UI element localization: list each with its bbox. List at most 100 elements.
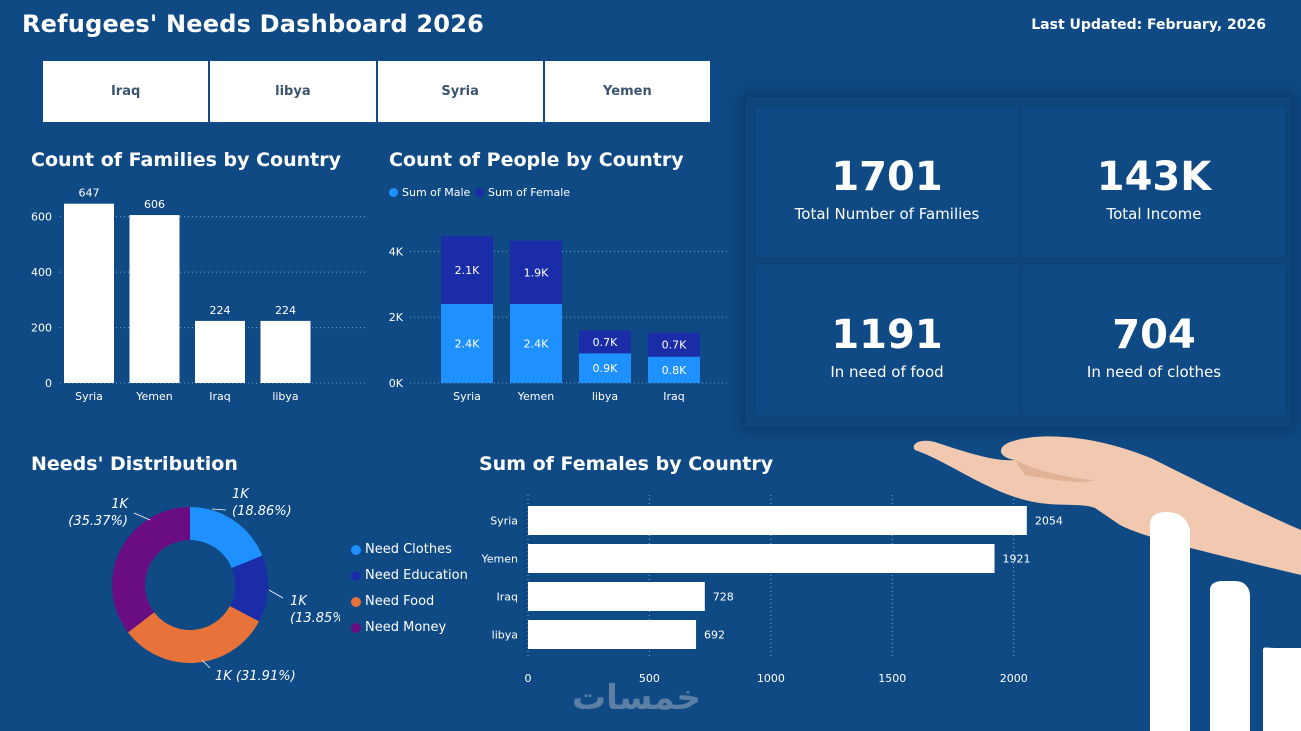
females-bar [528, 620, 697, 649]
families-chart: 0 200 400 600 647 Syria 606 Yemen 224 Iraq 224 liby… [31, 187, 365, 403]
females-bar [528, 544, 995, 573]
families-data-label: 224 [275, 304, 296, 317]
kpi-families: 1701 Total Number of Families [756, 107, 1018, 257]
females-chart: 0 500 1000 1500 2000 Syria 2054 Yemen 1921 Iraq 72… [481, 495, 1063, 685]
kpi-income-label: Total Income [1106, 205, 1202, 223]
page-title: Refugees' Needs Dashboard 2026 [22, 10, 484, 38]
legend-need-food-label: Need Food [365, 594, 435, 609]
families-data-label: 647 [79, 187, 100, 200]
people-chart: 0K 2K 4K 2.4K 2.1K Syria 2.4K 1.9K Yemen 0.9K 0.7K… [389, 236, 728, 403]
families-ytick-label: 600 [31, 211, 52, 224]
females-category-label: Iraq [497, 591, 519, 604]
people-chart-title: Count of People by Country [389, 149, 684, 171]
people-male-data-label: 0.9K [593, 362, 618, 375]
needs-label-money-pct: (35.37%) [68, 514, 128, 529]
people-xtick-label: libya [592, 390, 618, 403]
females-xtick-label: 0 [525, 672, 532, 685]
legend-need-clothes-label: Need Clothes [365, 542, 452, 557]
kpi-clothes: 704 In need of clothes [1023, 265, 1285, 415]
needs-label-education-pct: (13.85%) [290, 611, 340, 626]
deco-bar-3 [1263, 647, 1301, 731]
legend-male-dot [389, 188, 398, 197]
females-data-label: 1921 [1003, 553, 1031, 566]
females-chart-title: Sum of Females by Country [479, 453, 774, 475]
legend-need-money[interactable]: Need Money [351, 620, 446, 635]
families-data-label: 224 [210, 304, 231, 317]
last-updated-text: Last Updated: February, 2026 [1031, 17, 1266, 33]
females-xtick-label: 1500 [878, 672, 906, 685]
slicer-button-syria[interactable]: Syria [377, 61, 543, 122]
needs-slice [229, 555, 268, 622]
females-category-label: Yemen [481, 553, 519, 566]
slicer-button-yemen[interactable]: Yemen [544, 61, 710, 122]
people-xtick-label: Iraq [663, 390, 685, 403]
kpi-food-label: In need of food [830, 363, 944, 381]
watermark-logo: خمسات [572, 678, 701, 718]
families-xtick-label: Yemen [135, 390, 173, 403]
people-female-data-label: 0.7K [593, 336, 618, 349]
females-xtick-label: 2000 [1000, 672, 1028, 685]
kpi-families-label: Total Number of Families [794, 205, 980, 223]
needs-chart: 1K (18.86%) 1K (13.85%) 1K (31.91%) 1K (35.37%… [68, 487, 340, 684]
females-data-label: 728 [713, 591, 734, 604]
families-bar [260, 320, 311, 383]
families-bar [64, 203, 114, 383]
slicer-button-libya[interactable]: libya [210, 61, 376, 122]
needs-label-education: 1K [290, 594, 308, 609]
legend-need-clothes-dot [351, 544, 361, 555]
females-bar [528, 506, 1027, 535]
people-ytick-label: 0K [389, 377, 404, 390]
females-xtick-label: 500 [639, 672, 660, 685]
people-xtick-label: Yemen [517, 390, 555, 403]
needs-leader-line [211, 508, 227, 511]
needs-label-clothes: 1K [232, 487, 250, 502]
needs-slice [111, 507, 190, 633]
hand-illustration [913, 436, 1301, 731]
legend-need-education[interactable]: Need Education [351, 568, 468, 583]
families-xtick-label: Iraq [209, 390, 231, 403]
people-bar-female [579, 330, 631, 354]
kpi-clothes-label: In need of clothes [1086, 363, 1222, 381]
females-bar [528, 582, 705, 611]
needs-label-food: 1K (31.91%) [215, 669, 296, 684]
people-bar-male [441, 304, 493, 383]
legend-female-dot [475, 188, 484, 197]
needs-chart-title: Needs' Distribution [31, 453, 238, 475]
people-female-data-label: 2.1K [455, 264, 480, 277]
kpi-food-value: 1191 [831, 312, 943, 358]
people-male-data-label: 0.8K [662, 364, 687, 377]
families-ytick-label: 0 [45, 377, 52, 390]
needs-slice [128, 605, 260, 663]
people-ytick-label: 4K [389, 245, 404, 258]
needs-label-clothes-pct: (18.86%) [232, 504, 292, 519]
legend-female[interactable]: Sum of Female [475, 186, 570, 199]
legend-male[interactable]: Sum of Male [389, 186, 470, 199]
people-bar-female [510, 240, 562, 304]
people-bar-male [510, 304, 562, 383]
legend-need-clothes[interactable]: Need Clothes [351, 542, 452, 557]
needs-leader-line [133, 512, 151, 521]
legend-need-food[interactable]: Need Food [351, 594, 434, 609]
people-female-data-label: 0.7K [662, 339, 687, 352]
legend-need-education-label: Need Education [365, 568, 468, 583]
females-category-label: libya [492, 629, 518, 642]
families-bar [129, 215, 180, 383]
kpi-food: 1191 In need of food [756, 265, 1018, 415]
legend-female-label: Sum of Female [488, 186, 571, 199]
families-chart-title: Count of Families by Country [31, 149, 342, 171]
deco-bar-2 [1210, 581, 1250, 731]
people-ytick-label: 2K [389, 311, 404, 324]
kpi-income-value: 143K [1096, 154, 1212, 200]
females-xtick-label: 1000 [757, 672, 785, 685]
families-ytick-label: 200 [31, 322, 52, 335]
people-male-data-label: 2.4K [455, 338, 480, 351]
females-category-label: Syria [490, 515, 518, 528]
kpi-clothes-value: 704 [1112, 312, 1196, 358]
legend-need-money-label: Need Money [365, 620, 447, 635]
legend-need-food-dot [351, 596, 361, 607]
needs-slice [190, 507, 263, 569]
slicer-button-iraq[interactable]: Iraq [43, 61, 209, 122]
females-data-label: 692 [704, 629, 725, 642]
hand-palm [913, 436, 1301, 575]
families-data-label: 606 [144, 198, 165, 211]
